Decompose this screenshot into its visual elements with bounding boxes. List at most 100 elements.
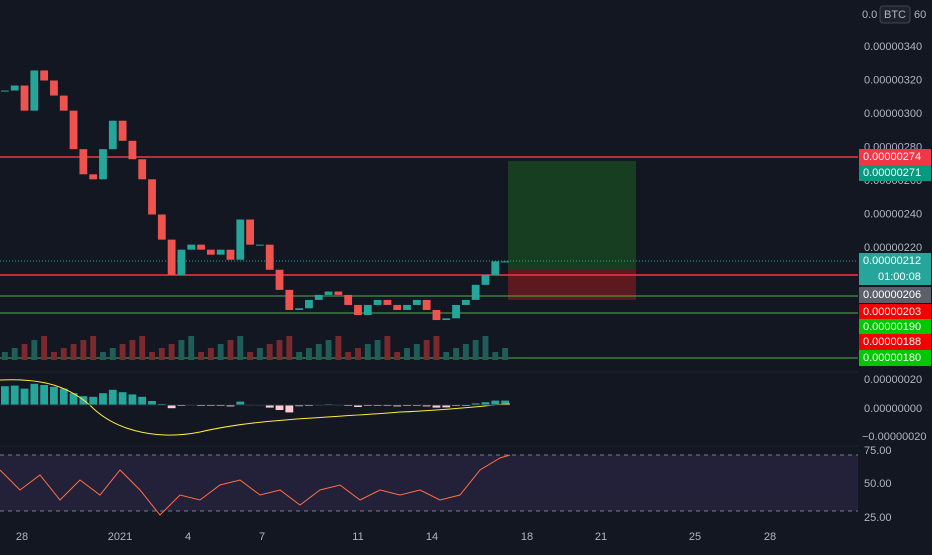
candle [363, 304, 372, 316]
candle [108, 120, 117, 150]
level-label: 0.00000206 [863, 289, 921, 301]
candle [197, 244, 205, 250]
candle [226, 249, 235, 260]
grid [0, 371, 858, 447]
macd-bar [128, 394, 137, 405]
candle [295, 308, 304, 310]
macd-bar [20, 388, 29, 405]
level-label: 0.00000203 [863, 306, 921, 318]
macd-bar [79, 396, 88, 405]
price-tick-label: 0.00000220 [864, 242, 922, 254]
candle [354, 304, 362, 316]
level-label: 0.00000274 [863, 151, 921, 163]
candle [461, 299, 470, 305]
candle [412, 299, 421, 305]
level-tag [859, 269, 931, 285]
macd-bar [40, 385, 49, 405]
candle [305, 299, 313, 309]
currency-badge [879, 5, 911, 24]
candle [314, 294, 323, 300]
candle [216, 249, 225, 255]
candle [89, 174, 98, 180]
rsi-line [0, 454, 511, 516]
macd-bar [99, 393, 107, 405]
level-tag [859, 350, 931, 366]
macd-bar [226, 405, 235, 407]
rsi-tick-label: 25.00 [864, 512, 892, 524]
time-tick-label: 11 [352, 531, 363, 543]
candle [30, 70, 39, 111]
currency: BTC [884, 9, 906, 21]
candle [79, 149, 88, 175]
level-tag [859, 253, 931, 269]
time-tick-label: 21 [595, 531, 607, 543]
candle [481, 274, 490, 285]
candle [118, 120, 127, 141]
candle [246, 219, 254, 245]
macd-bar [285, 405, 294, 413]
macd-bar [442, 405, 451, 408]
macd-bar [265, 405, 274, 408]
level-tag [859, 165, 931, 181]
candle [285, 289, 294, 310]
candle [393, 304, 402, 310]
candle [471, 284, 480, 300]
candle [324, 291, 333, 295]
time-tick-label: 18 [521, 531, 533, 543]
candle [334, 291, 343, 295]
candle [344, 294, 353, 305]
macd-bar [491, 400, 500, 405]
macd-bar [148, 401, 156, 405]
macd-bar [59, 388, 68, 405]
candle [20, 85, 29, 111]
macd-bar [118, 392, 127, 405]
macd-tick-label: 0.00000020 [864, 374, 922, 386]
candle [1, 90, 9, 92]
candle [452, 304, 460, 319]
candle [157, 214, 166, 240]
macd-bar [108, 389, 117, 405]
time-tick-label: 28 [764, 531, 776, 543]
candle [167, 239, 176, 275]
time-tick-label: 28 [16, 531, 28, 543]
macd-bar [432, 405, 441, 408]
level-tag [859, 319, 931, 335]
candle [59, 95, 68, 111]
rsi-tick-label: 75.00 [864, 445, 892, 457]
candle [422, 299, 431, 310]
macd-tick-label: −0.00000020 [862, 431, 927, 443]
candle [148, 179, 156, 215]
macd-bar [422, 405, 431, 407]
level-tag [859, 287, 931, 303]
candle [373, 299, 382, 305]
candle [128, 140, 137, 160]
candle [138, 159, 147, 180]
candle [40, 70, 49, 81]
macd-bar [1, 386, 9, 405]
macd-bar [236, 401, 245, 405]
candle [432, 309, 441, 321]
macd-bar [481, 402, 490, 405]
rsi-tick-label: 50.00 [864, 478, 892, 490]
time-tick-label: 2021 [108, 531, 132, 543]
price-tick-label: 0.00000340 [864, 41, 922, 53]
candle [442, 318, 451, 321]
macd-bar [10, 385, 19, 405]
macd-bar [69, 393, 78, 405]
price-tick-label: 0.00000300 [864, 108, 922, 120]
level-tag [859, 334, 931, 350]
candle [10, 85, 19, 91]
candle [403, 304, 411, 310]
axes: 0.000003400.000003200.000003000.00000280… [16, 41, 931, 543]
level-tag [859, 149, 931, 165]
macd-bar [275, 405, 284, 410]
candle [50, 80, 58, 96]
time-tick-label: 25 [689, 531, 701, 543]
time-tick-label: 4 [185, 531, 191, 543]
profit-zone [508, 161, 636, 270]
rsi-band [0, 455, 858, 511]
macd-bar [354, 405, 362, 407]
candle [275, 269, 284, 290]
candle [491, 261, 500, 275]
